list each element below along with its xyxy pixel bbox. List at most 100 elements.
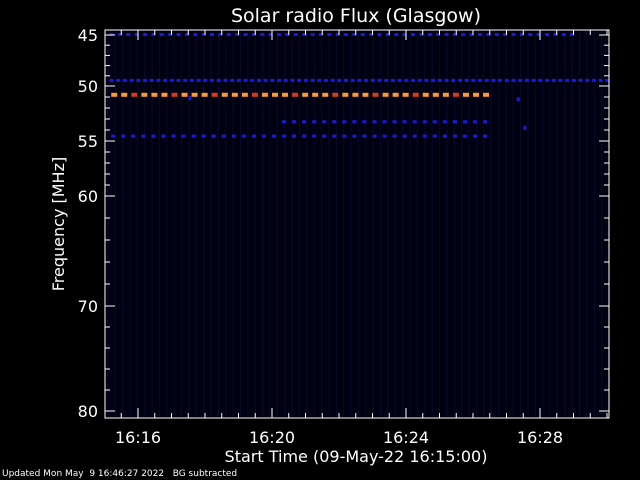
emission-mark: [437, 78, 442, 82]
emission-mark: [462, 120, 467, 124]
emission-mark: [422, 92, 429, 97]
updated-timestamp: Updated Mon May 9 16:46:27 2022: [2, 469, 165, 479]
emission-mark: [322, 92, 329, 97]
emission-mark: [551, 78, 556, 82]
emission-mark: [143, 33, 148, 36]
emission-mark: [111, 134, 116, 138]
emission-mark: [243, 78, 248, 82]
emission-mark: [518, 78, 523, 82]
emission-mark: [473, 120, 477, 124]
emission-mark: [344, 78, 349, 82]
emission-mark: [524, 78, 529, 82]
emission-mark: [290, 78, 295, 82]
emission-mark: [210, 33, 215, 36]
emission-mark: [226, 33, 231, 36]
emission-mark: [436, 33, 441, 36]
emission-mark: [193, 33, 198, 36]
emission-mark: [442, 134, 447, 138]
emission-mark: [442, 92, 449, 97]
emission-mark: [432, 120, 437, 124]
emission-mark: [478, 78, 483, 82]
emission-mark: [131, 92, 138, 97]
emission-mark: [327, 33, 332, 36]
emission-mark: [323, 78, 328, 82]
emission-mark: [122, 78, 127, 82]
emission-mark: [570, 33, 575, 36]
x-tick-label: 16:28: [517, 428, 563, 447]
emission-mark: [444, 78, 449, 82]
emission-mark: [390, 78, 395, 82]
emission-mark: [211, 134, 216, 138]
y-tick-label: 80: [78, 402, 98, 421]
emission-mark: [370, 78, 375, 82]
emission-mark: [203, 78, 208, 82]
emission-mark: [452, 92, 459, 97]
emission-mark: [503, 33, 508, 36]
emission-mark: [558, 78, 563, 82]
emission-mark: [473, 134, 477, 138]
emission-mark: [444, 33, 449, 36]
emission-mark: [230, 78, 235, 82]
emission-mark: [352, 92, 359, 97]
emission-mark: [452, 120, 457, 124]
emission-mark: [412, 134, 417, 138]
emission-mark: [382, 134, 387, 138]
emission-mark: [111, 92, 118, 97]
emission-mark: [121, 92, 128, 97]
emission-mark: [282, 120, 287, 124]
emission-mark: [571, 78, 576, 82]
emission-mark: [419, 33, 424, 36]
x-tick-label: 16:16: [115, 428, 161, 447]
emission-mark: [484, 78, 489, 82]
emission-mark: [561, 33, 566, 36]
burst-mark: [516, 97, 520, 102]
emission-mark: [201, 134, 206, 138]
emission-mark: [538, 78, 543, 82]
emission-mark: [292, 134, 297, 138]
emission-mark: [261, 92, 268, 97]
y-tick-label: 45: [78, 26, 98, 45]
emission-mark: [412, 120, 417, 124]
emission-mark: [511, 78, 516, 82]
emission-mark: [372, 92, 379, 97]
emission-mark: [201, 33, 206, 36]
emission-mark: [310, 33, 315, 36]
emission-mark: [159, 33, 164, 36]
emission-mark: [392, 92, 399, 97]
emission-mark: [344, 33, 349, 36]
emission-mark: [109, 78, 114, 82]
emission-mark: [263, 78, 268, 82]
emission-mark: [136, 78, 141, 82]
emission-mark: [457, 78, 462, 82]
emission-mark: [260, 33, 265, 36]
emission-mark: [397, 78, 402, 82]
emission-mark: [483, 92, 490, 97]
emission-mark: [352, 33, 357, 36]
emission-mark: [427, 33, 432, 36]
emission-mark: [404, 78, 409, 82]
emission-mark: [317, 78, 322, 82]
emission-mark: [256, 78, 261, 82]
emission-mark: [189, 78, 194, 82]
emission-mark: [151, 33, 156, 36]
emission-mark: [161, 134, 166, 138]
plot-background: [105, 30, 609, 418]
emission-mark: [342, 92, 349, 97]
x-tick-label: 16:24: [383, 428, 429, 447]
emission-mark: [201, 92, 208, 97]
burst-mark: [188, 96, 192, 101]
emission-mark: [471, 78, 476, 82]
emission-mark: [270, 78, 275, 82]
emission-mark: [216, 78, 221, 82]
emission-mark: [362, 134, 367, 138]
emission-mark: [129, 78, 134, 82]
emission-mark: [422, 134, 427, 138]
emission-mark: [591, 78, 596, 82]
emission-mark: [272, 92, 278, 97]
emission-mark: [181, 92, 188, 97]
emission-mark: [377, 33, 382, 36]
emission-mark: [385, 33, 390, 36]
footer: Updated Mon May 9 16:46:27 2022 BG subtr…: [2, 469, 237, 480]
emission-mark: [143, 78, 148, 82]
emission-mark: [553, 33, 558, 36]
